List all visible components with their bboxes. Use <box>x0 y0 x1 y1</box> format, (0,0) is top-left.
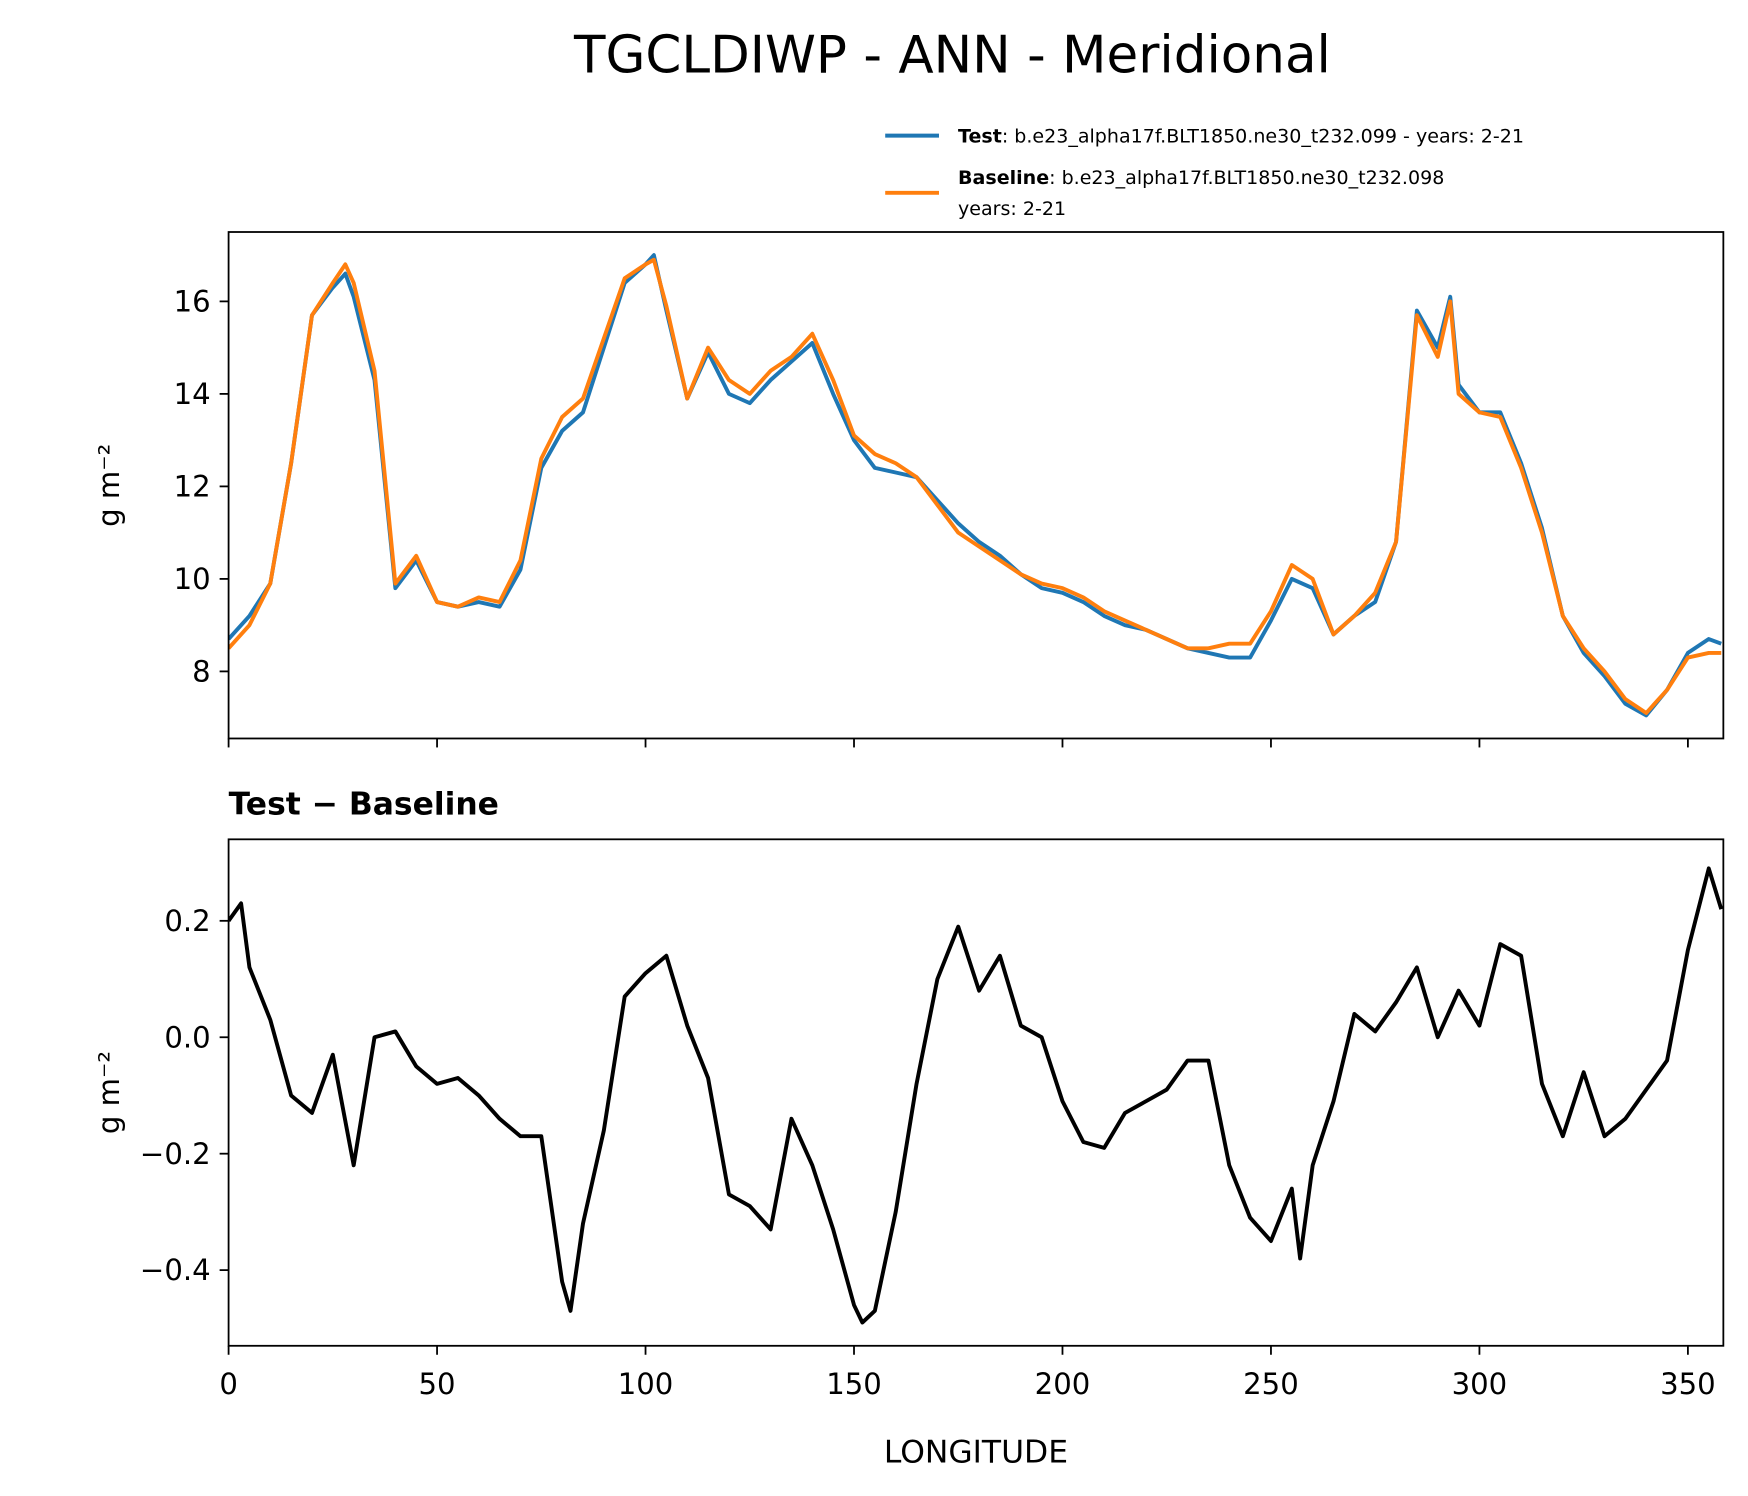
y-tick-label: 14 <box>174 377 211 411</box>
legend-name: Test <box>958 125 1002 147</box>
legend-text: Baseline: b.e23_alpha17f.BLT1850.ne30_t2… <box>958 167 1444 189</box>
data-line <box>228 257 1722 716</box>
axes-frame <box>227 838 1725 1347</box>
legend-description: years: 2-21 <box>958 198 1066 220</box>
x-tick-label: 200 <box>1035 1367 1091 1401</box>
data-line <box>228 866 1724 1325</box>
y-axis-label: g m⁻² <box>92 1051 126 1134</box>
y-tick-label: −0.4 <box>140 1253 211 1287</box>
y-axis-label: g m⁻² <box>92 444 126 527</box>
x-tick-label: 0 <box>219 1367 238 1401</box>
x-tick-label: 100 <box>618 1367 674 1401</box>
legend-text: years: 2-21 <box>958 198 1066 220</box>
x-tick-label: 300 <box>1452 1367 1508 1401</box>
x-tick-label: 350 <box>1660 1367 1716 1401</box>
legend-text: Test: b.e23_alpha17f.BLT1850.ne30_t232.0… <box>958 125 1524 147</box>
y-tick-label: 8 <box>192 654 211 688</box>
axes-frame <box>227 231 1725 740</box>
figure-title: TGCLDIWP - ANN - Meridional <box>573 25 1331 85</box>
y-tick-label: 0.2 <box>164 904 210 938</box>
y-tick-label: −0.2 <box>140 1137 211 1171</box>
y-tick-label: 10 <box>174 562 211 596</box>
x-tick-label: 250 <box>1243 1367 1299 1401</box>
axes-title: Test − Baseline <box>229 787 499 823</box>
legend-description: : b.e23_alpha17f.BLT1850.ne30_t232.099 -… <box>1002 125 1524 147</box>
y-tick-label: 16 <box>174 284 211 318</box>
x-tick-label: 150 <box>826 1367 882 1401</box>
legend-description: : b.e23_alpha17f.BLT1850.ne30_t232.098 <box>1049 167 1444 189</box>
x-tick-label: 50 <box>419 1367 456 1401</box>
legend-name: Baseline <box>958 167 1049 189</box>
x-axis-label: LONGITUDE <box>884 1434 1068 1470</box>
y-tick-label: 0.0 <box>164 1020 210 1054</box>
data-line <box>228 253 1722 718</box>
y-tick-label: 12 <box>174 469 211 503</box>
